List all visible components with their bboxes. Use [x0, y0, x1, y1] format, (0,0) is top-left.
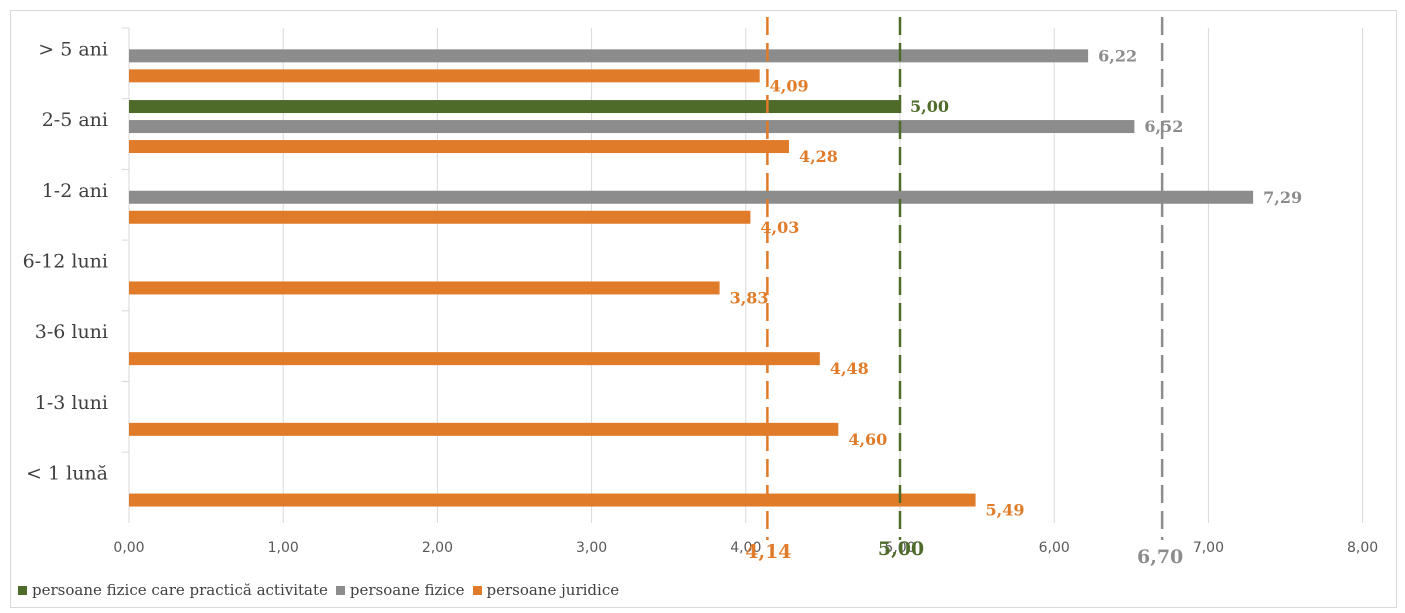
- legend-item-green: persoane fizice care practică activitate: [18, 581, 328, 599]
- x-tick-label: 3,00: [576, 540, 607, 556]
- data-label: 4,48: [830, 359, 869, 378]
- legend-item-grey: persoane fizice: [335, 581, 465, 599]
- bar: [129, 69, 760, 83]
- category-labels: > 5 ani 2-5 ani 1-2 ani 6-12 luni 3-6 luni 1-…: [23, 38, 108, 484]
- x-tick-label: 8,00: [1347, 540, 1378, 556]
- bar: [129, 49, 1089, 63]
- legend: persoane fizice care practică activitate…: [18, 581, 627, 599]
- bar: [129, 100, 900, 114]
- bar: [129, 140, 789, 154]
- x-tick-label: 7,00: [1193, 540, 1224, 556]
- legend-swatch-orange: [472, 585, 482, 595]
- data-label: 6,52: [1144, 117, 1183, 136]
- data-label: 4,09: [770, 76, 809, 95]
- category-label: 6-12 luni: [23, 250, 108, 272]
- reference-line-label: 4,14: [745, 541, 791, 563]
- category-label: 3-6 luni: [35, 321, 108, 343]
- data-label: 4,60: [848, 430, 887, 449]
- x-axis-tick-labels: 0,00 1,00 2,00 3,00 4,00 5,00 6,00 7,00 8,00: [113, 540, 1378, 556]
- data-label: 5,00: [910, 97, 949, 116]
- legend-label: persoane fizice care practică activitate: [32, 581, 328, 599]
- category-label: 2-5 ani: [42, 109, 108, 131]
- data-label: 4,28: [799, 147, 838, 166]
- data-labels: 5,00 6,22 6,52 7,29 4,09 4,28 4,03 3,83 4,48 4,60…: [730, 46, 1303, 519]
- x-tick-label: 2,00: [422, 540, 453, 556]
- data-label: 3,83: [730, 288, 769, 307]
- reference-line-label: 5,00: [878, 538, 924, 560]
- x-tick-label: 1,00: [268, 540, 299, 556]
- x-tick-label: 6,00: [1039, 540, 1070, 556]
- x-tick-label: 0,00: [113, 540, 144, 556]
- category-label: 1-3 luni: [35, 392, 108, 414]
- bar: [129, 493, 976, 507]
- data-label: 7,29: [1263, 188, 1302, 207]
- category-label: < 1 lună: [26, 463, 108, 485]
- data-label: 5,49: [986, 501, 1025, 520]
- legend-swatch-green: [18, 585, 27, 595]
- legend-item-orange: persoane juridice: [472, 581, 620, 599]
- bar: [129, 352, 820, 366]
- reference-lines: 4,14 5,00 6,70: [745, 17, 1183, 568]
- bar: [129, 190, 1254, 204]
- data-label: 6,22: [1098, 46, 1137, 65]
- legend-swatch-grey: [335, 585, 345, 595]
- bar: [129, 120, 1135, 134]
- x-tick-label: 4,00: [730, 540, 761, 556]
- reference-line-label: 6,70: [1137, 546, 1183, 568]
- x-tick-label: 5,00: [884, 540, 915, 556]
- bar: [129, 422, 839, 436]
- legend-label: persoane juridice: [486, 581, 620, 599]
- data-label: 4,03: [760, 218, 799, 237]
- bar: [129, 210, 751, 224]
- bar: [129, 281, 720, 295]
- category-label: > 5 ani: [38, 38, 108, 60]
- legend-label: persoane fizice: [349, 581, 465, 599]
- category-label: 1-2 ani: [42, 180, 108, 202]
- bars: [129, 49, 1254, 507]
